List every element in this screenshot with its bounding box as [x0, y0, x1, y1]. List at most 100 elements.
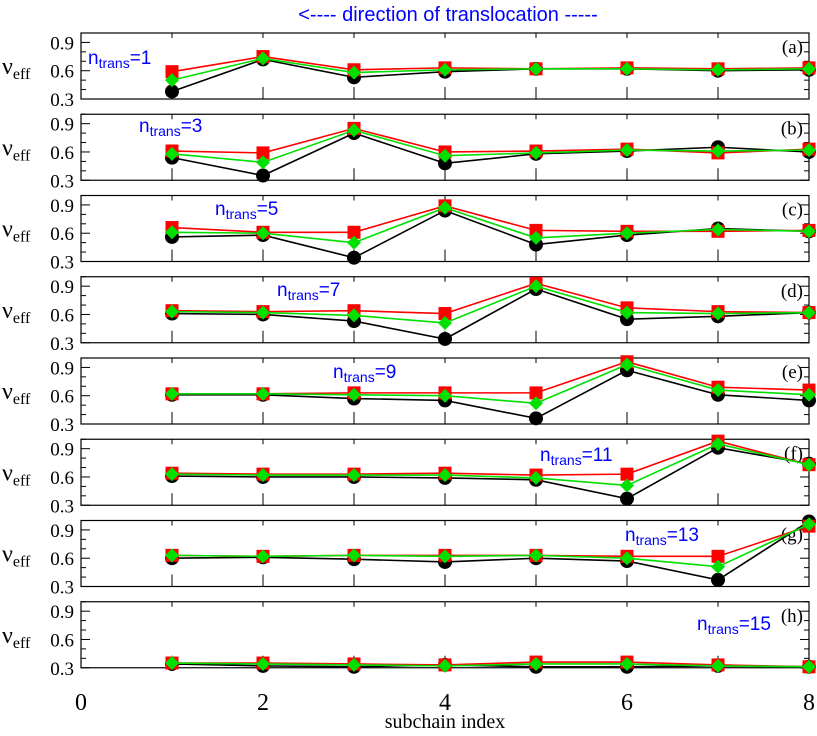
- point-green: [802, 61, 816, 76]
- point-black: [438, 331, 452, 346]
- point-green: [438, 62, 452, 77]
- y-axis-label: νeff: [2, 542, 31, 571]
- point-red: [711, 549, 725, 563]
- panel-label: (b): [781, 118, 803, 139]
- panel-label: (a): [782, 37, 803, 58]
- point-green: [620, 357, 634, 372]
- series-line-green: [171, 206, 810, 244]
- y-tick-label: 0.3: [50, 496, 74, 517]
- point-black: [711, 572, 725, 587]
- y-tick-label: 0.3: [50, 90, 74, 111]
- point-green: [438, 549, 452, 564]
- ntrans-label: ntrans=15: [697, 614, 771, 637]
- series-line-green: [171, 129, 810, 164]
- series-line-black: [171, 520, 810, 581]
- point-green: [165, 146, 179, 161]
- point-green: [620, 226, 634, 241]
- ntrans-label: ntrans=11: [540, 445, 613, 468]
- point-green: [347, 235, 361, 250]
- y-axis-label: νeff: [2, 135, 31, 164]
- point-green: [347, 123, 361, 138]
- panel-h: 0.3 0.6 0.9 νeff (h) ntrans=15: [2, 601, 816, 680]
- point-red: [438, 307, 452, 321]
- ntrans-label: ntrans=13: [625, 525, 699, 548]
- point-green: [438, 200, 452, 215]
- point-green: [711, 222, 725, 237]
- point-green: [256, 305, 270, 320]
- ntrans-label: ntrans=7: [277, 280, 340, 303]
- y-tick-label: 0.9: [50, 277, 74, 298]
- ntrans-label: ntrans=1: [88, 48, 151, 71]
- point-green: [256, 155, 270, 170]
- series-line-red: [171, 55, 810, 73]
- series-line-red: [172, 661, 810, 668]
- series-line-green: [171, 443, 810, 487]
- y-axis-label: νeff: [2, 54, 31, 83]
- y-tick-label: 0.6: [50, 468, 74, 489]
- series-line-green: [171, 285, 810, 324]
- point-green: [711, 306, 725, 321]
- y-tick-label: 0.6: [50, 305, 74, 326]
- y-tick-label: 0.9: [50, 602, 74, 623]
- point-green: [802, 517, 816, 532]
- point-red: [165, 65, 179, 79]
- series-line-green: [172, 363, 810, 405]
- point-black: [620, 491, 634, 506]
- point-green: [529, 61, 543, 76]
- x-tick-label: 6: [621, 690, 633, 716]
- point-green: [529, 548, 543, 563]
- point-green: [165, 386, 179, 401]
- point-green: [711, 658, 725, 673]
- y-tick-label: 0.3: [50, 171, 74, 192]
- series-line-black: [171, 446, 810, 500]
- point-green: [529, 230, 543, 245]
- point-black: [165, 84, 179, 99]
- point-green: [165, 73, 179, 88]
- series-line-red: [171, 440, 810, 476]
- point-green: [802, 305, 816, 320]
- point-green: [347, 657, 361, 672]
- series-line-black: [171, 132, 810, 177]
- point-green: [438, 315, 452, 330]
- point-green: [438, 468, 452, 483]
- y-tick-label: 0.3: [50, 334, 74, 355]
- point-green: [347, 548, 361, 563]
- panel-d: 0.3 0.6 0.9 νeff (d) ntrans=7: [2, 276, 816, 355]
- point-green: [256, 386, 270, 401]
- y-tick-label: 0.3: [50, 578, 74, 599]
- series-line-green: [171, 662, 810, 668]
- y-axis-label: νeff: [2, 460, 31, 489]
- y-tick-label: 0.9: [50, 33, 74, 54]
- y-axis-label: νeff: [2, 217, 31, 246]
- y-tick-label: 0.9: [50, 115, 74, 136]
- ntrans-label: ntrans=3: [139, 116, 202, 139]
- point-green: [256, 656, 270, 671]
- series-line-green: [171, 57, 810, 81]
- point-green: [711, 383, 725, 398]
- y-tick-label: 0.6: [50, 62, 74, 83]
- x-tick-label: 4: [439, 690, 451, 716]
- x-axis: 0 2 4 6 8: [75, 690, 815, 716]
- point-green: [711, 436, 725, 451]
- y-axis-label: νeff: [2, 623, 31, 652]
- point-green: [256, 549, 270, 564]
- panel-e: 0.3 0.6 0.9 νeff (e) ntrans=9: [2, 355, 816, 436]
- point-green: [620, 656, 634, 671]
- panels: 0.3 0.6 0.9 νeff (a) ntrans=1 0.3 0.6 0.9 νeff (b)…: [2, 32, 816, 680]
- y-tick-label: 0.3: [50, 253, 74, 274]
- point-green: [802, 224, 816, 239]
- point-green: [347, 65, 361, 80]
- y-tick-label: 0.6: [50, 224, 74, 245]
- point-green: [347, 308, 361, 323]
- point-red: [620, 467, 634, 481]
- y-tick-label: 0.6: [50, 387, 74, 408]
- series-line-green: [171, 523, 810, 568]
- point-green: [347, 387, 361, 402]
- point-green: [165, 656, 179, 671]
- point-green: [529, 470, 543, 485]
- point-green: [620, 305, 634, 320]
- y-tick-label: 0.9: [50, 358, 74, 379]
- series-line-black: [171, 288, 810, 340]
- direction-annotation: <---- direction of translocation -----: [298, 4, 598, 26]
